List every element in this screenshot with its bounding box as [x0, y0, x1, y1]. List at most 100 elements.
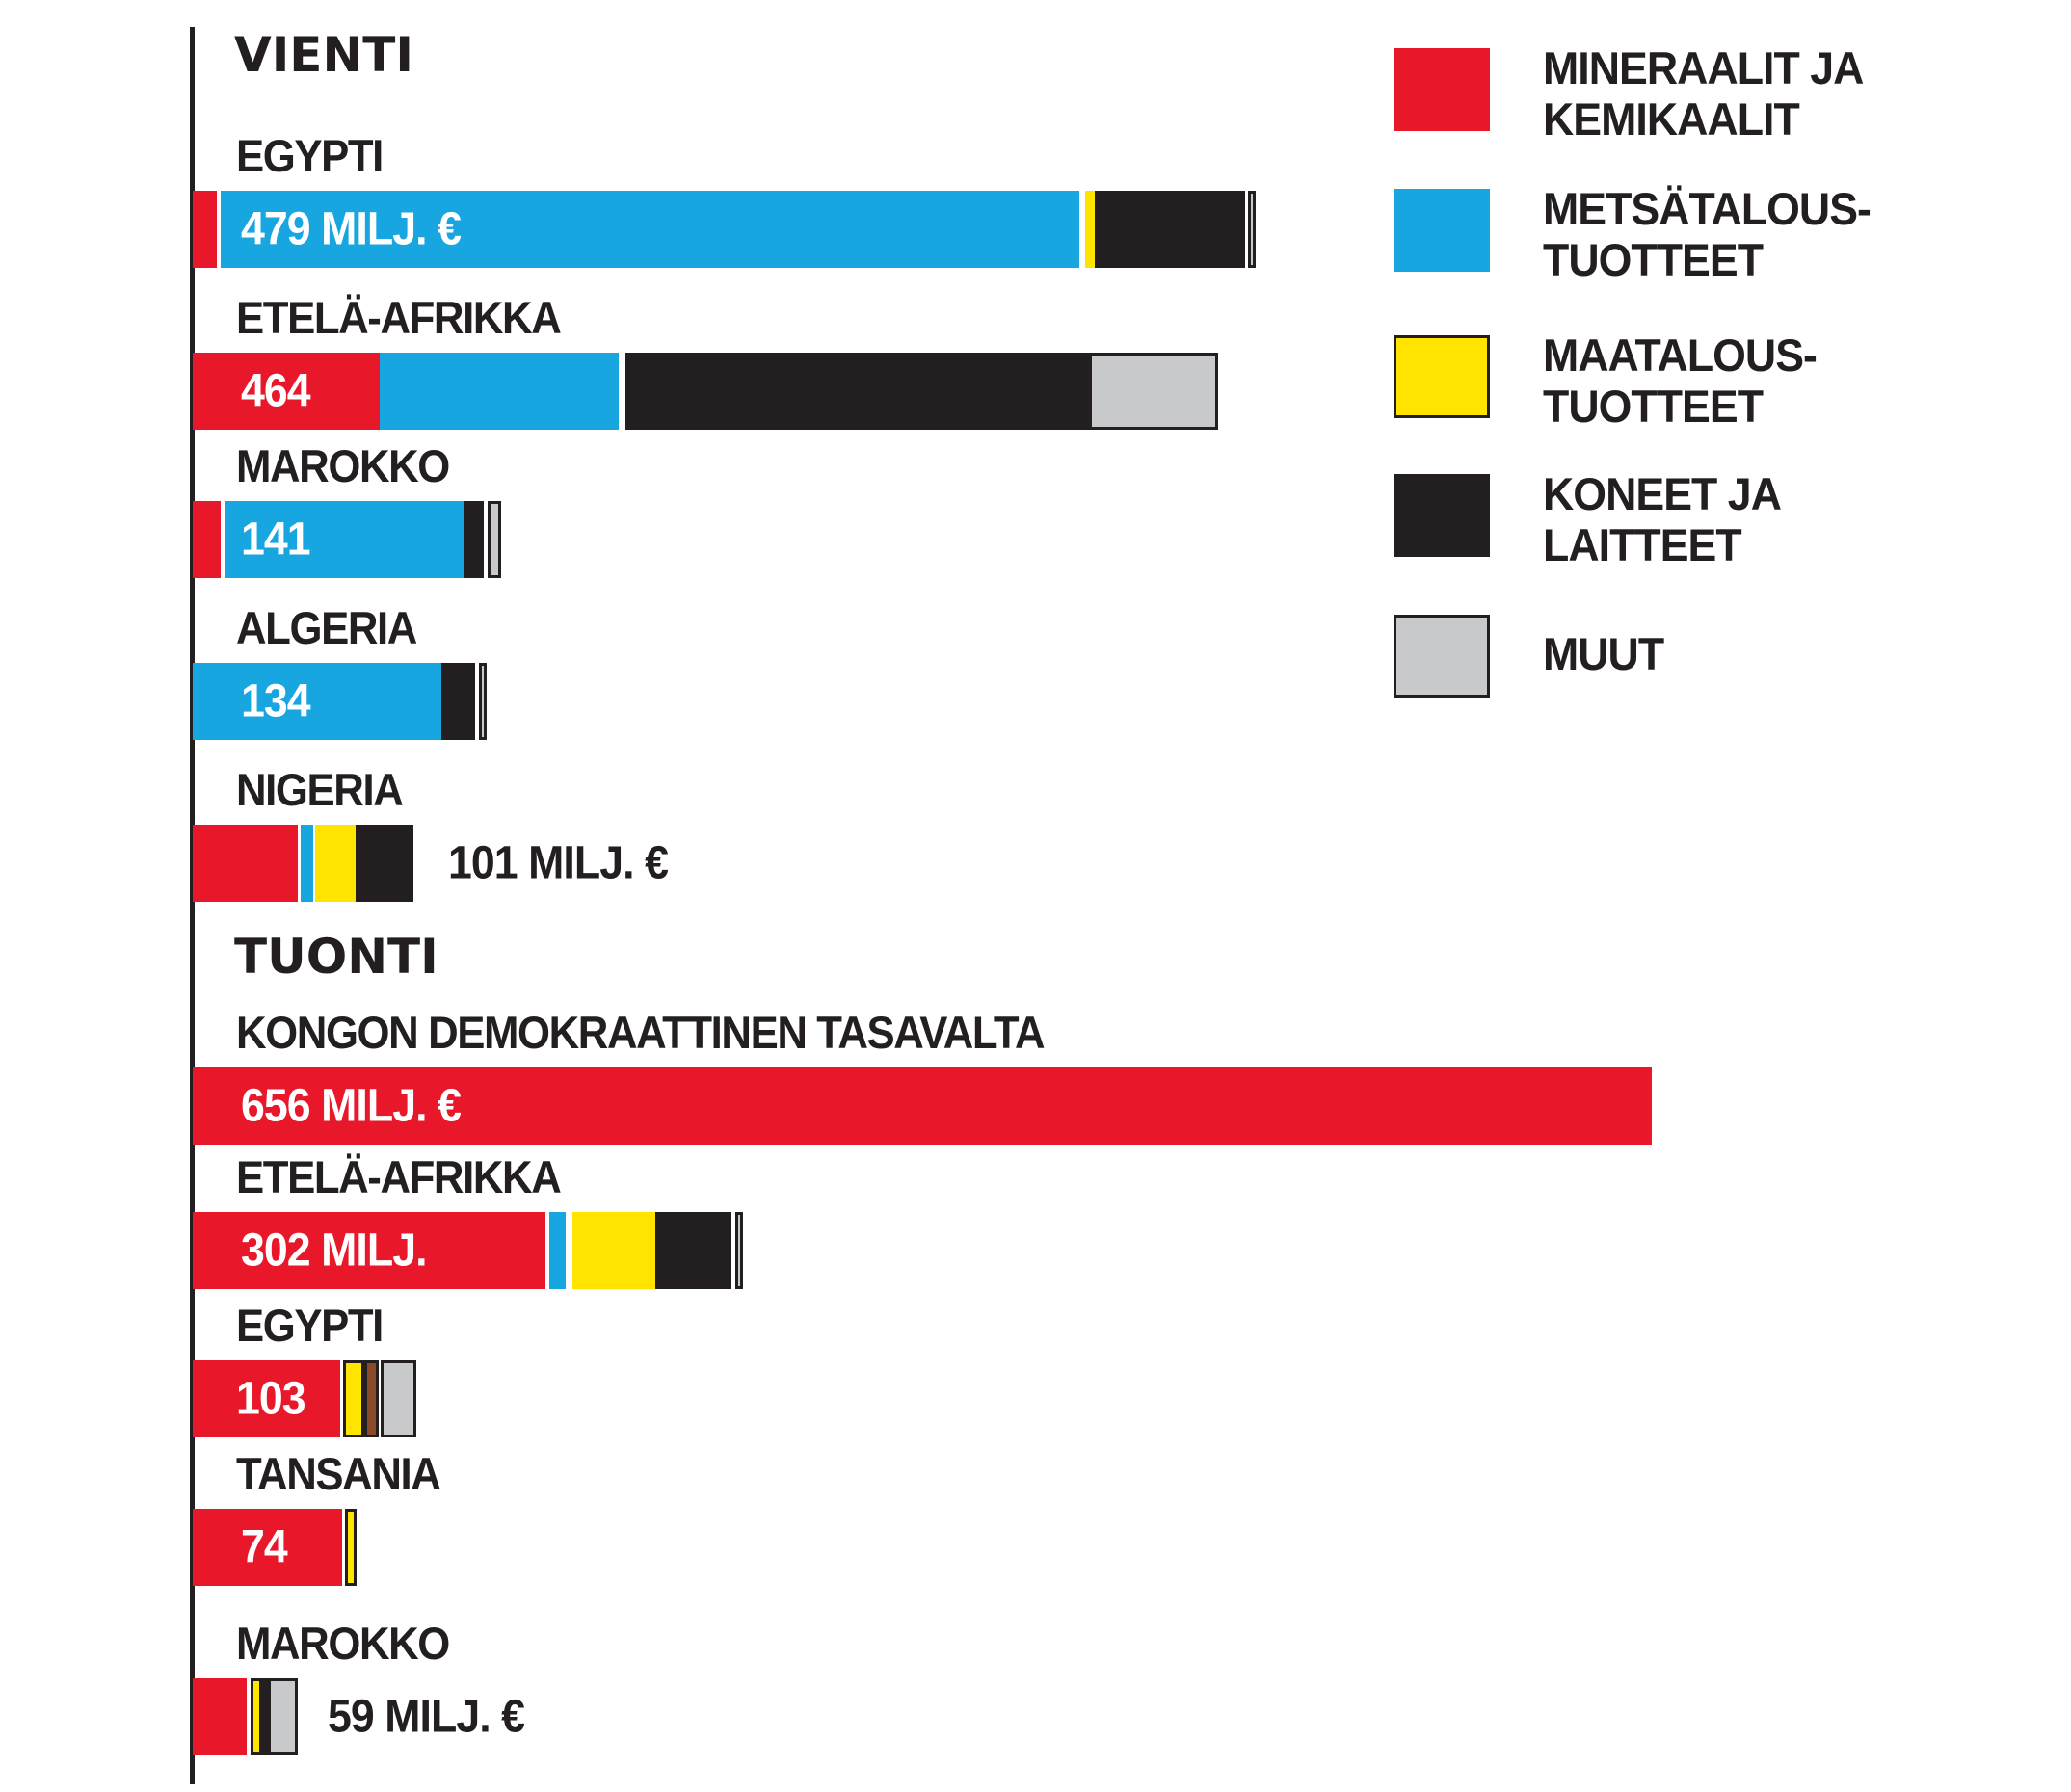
section-title-tuonti: TUONTI [234, 929, 438, 985]
segment-metsataloustuotteet [380, 353, 619, 430]
segment-maataloustuotteet [1085, 191, 1095, 268]
segment-gap [545, 1212, 549, 1289]
bar-value-label: 103 [236, 1373, 306, 1425]
segment-maataloustuotteet [345, 1509, 357, 1586]
segment-maataloustuotteet [343, 1360, 364, 1437]
baseline-axis [190, 27, 195, 1784]
segment-muut [268, 1678, 298, 1755]
stacked-bar [193, 1067, 1652, 1145]
legend-label: MINERAALIT JA KEMIKAALIT [1543, 42, 1864, 145]
segment-muut [479, 663, 487, 740]
segment-mineraalit-ja-kemikaalit [193, 825, 298, 902]
segment-muut [1089, 353, 1218, 430]
bar-value-label: 464 [241, 365, 311, 417]
segment-mineraalit-ja-kemikaalit [193, 501, 221, 578]
legend-swatch-blue [1394, 189, 1490, 272]
country-label: MAROKKO [236, 440, 450, 491]
bar-value-label: 59 MILJ. € [328, 1691, 525, 1743]
segment-maataloustuotteet [315, 825, 356, 902]
segment-koneet-ja-laitteet [262, 1678, 268, 1755]
segment-gap [221, 501, 225, 578]
bar-value-label: 656 MILJ. € [241, 1080, 462, 1132]
segment-mineraalit-ja-kemikaalit [193, 1678, 247, 1755]
segment-muut [735, 1212, 743, 1289]
legend-label: METSÄTALOUS- TUOTTEET [1543, 183, 1872, 285]
legend-label-line: MUUT [1543, 628, 1664, 679]
country-label: NIGERIA [236, 764, 404, 815]
segment-mineraalit-ja-kemikaalit [193, 1212, 545, 1289]
segment-metsataloustuotteet [225, 501, 464, 578]
segment-gap [619, 353, 625, 430]
segment-koneet-ja-laitteet [625, 353, 1089, 430]
legend-swatch-black [1394, 474, 1490, 557]
legend-swatch-gray [1394, 615, 1490, 698]
segment-gap [247, 1678, 251, 1755]
legend-label-line: MAATALOUS- [1543, 329, 1818, 381]
legend-label: MUUT [1543, 628, 1664, 679]
segment-mineraalit-ja-kemikaalit [193, 1509, 342, 1586]
segment-metsataloustuotteet [221, 191, 1079, 268]
legend-label: KONEET JA LAITTEET [1543, 468, 1782, 570]
bar-value-label: 101 MILJ. € [448, 837, 669, 889]
segment-metsataloustuotteet [301, 825, 313, 902]
segment-maataloustuotteet [251, 1678, 262, 1755]
section-title-vienti: VIENTI [234, 27, 414, 83]
country-label: MAROKKO [236, 1618, 450, 1669]
legend-label-line: KONEET JA [1543, 468, 1782, 519]
stacked-bar [193, 825, 413, 902]
segment-gap [475, 663, 479, 740]
segment-mineraalit-ja-kemikaalit [193, 191, 217, 268]
country-label: ETELÄ-AFRIKKA [236, 1151, 562, 1202]
segment-gap [484, 501, 488, 578]
country-label: KONGON DEMOKRAATTINEN TASAVALTA [236, 1007, 1046, 1058]
segment-gap [298, 825, 301, 902]
stacked-bar [193, 1678, 298, 1755]
legend-swatch-yellow [1394, 335, 1490, 418]
segment-koneet-ja-laitteet [464, 501, 484, 578]
segment-koneet-ja-laitteet [356, 825, 413, 902]
segment-muut [488, 501, 501, 578]
segment-gap [342, 1509, 345, 1586]
segment-gap [313, 825, 315, 902]
legend-label-line: TUOTTEET [1543, 234, 1764, 285]
segment-muut-ruskea [364, 1360, 379, 1437]
stacked-bar [193, 1360, 416, 1437]
segment-gap [1245, 191, 1248, 268]
stacked-bar [193, 501, 501, 578]
segment-mineraalit-ja-kemikaalit [193, 1067, 1652, 1145]
stacked-bar [193, 191, 1256, 268]
country-label: ALGERIA [236, 602, 417, 653]
segment-metsataloustuotteet [193, 663, 441, 740]
segment-maataloustuotteet [572, 1212, 655, 1289]
stacked-bar [193, 663, 487, 740]
segment-metsataloustuotteet [549, 1212, 566, 1289]
segment-koneet-ja-laitteet [655, 1212, 731, 1289]
bar-value-label: 479 MILJ. € [241, 203, 462, 255]
bar-value-label: 134 [241, 675, 311, 727]
segment-gap [217, 191, 221, 268]
segment-mineraalit-ja-kemikaalit [193, 1360, 340, 1437]
legend-label-line: KEMIKAALIT [1543, 93, 1800, 145]
stacked-bar [193, 353, 1218, 430]
bar-value-label: 302 MILJ. [241, 1225, 428, 1277]
segment-gap [379, 1360, 381, 1437]
segment-gap [566, 1212, 572, 1289]
segment-koneet-ja-laitteet [1095, 191, 1245, 268]
legend-label-line: LAITTEET [1543, 519, 1742, 570]
legend-swatch-red [1394, 48, 1490, 131]
legend-label-line: MINERAALIT JA [1543, 42, 1864, 93]
segment-gap [340, 1360, 343, 1437]
segment-mineraalit-ja-kemikaalit [193, 353, 380, 430]
country-label: ETELÄ-AFRIKKA [236, 292, 562, 343]
country-label: EGYPTI [236, 130, 384, 181]
country-label: TANSANIA [236, 1448, 441, 1499]
legend-label: MAATALOUS- TUOTTEET [1543, 329, 1818, 432]
bar-value-label: 74 [241, 1521, 288, 1573]
legend-label-line: METSÄTALOUS- [1543, 183, 1872, 234]
country-label: EGYPTI [236, 1300, 384, 1351]
bar-value-label: 141 [241, 514, 311, 566]
stacked-bar [193, 1212, 743, 1289]
segment-gap [731, 1212, 735, 1289]
stacked-bar [193, 1509, 357, 1586]
